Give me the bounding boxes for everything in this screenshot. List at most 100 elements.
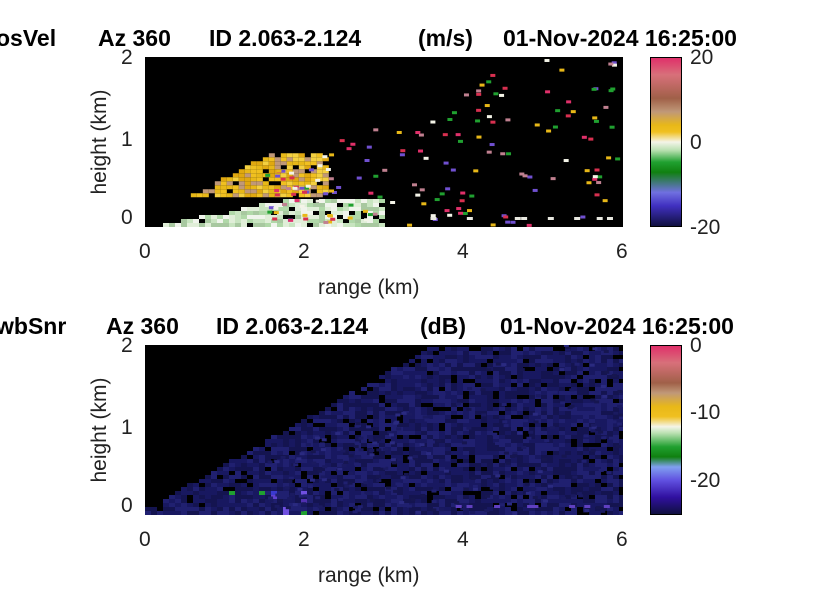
- heatmap-cell: [595, 391, 601, 395]
- heatmap-cell: [433, 415, 439, 419]
- heatmap-cell: [553, 403, 559, 407]
- heatmap-cell: [445, 375, 451, 379]
- heatmap-cell: [547, 399, 553, 403]
- heatmap-cell: [589, 455, 595, 459]
- noise-pixel: [399, 501, 405, 505]
- heatmap-cell: [529, 463, 535, 467]
- heatmap-cell: [421, 371, 427, 375]
- heatmap-cell: [421, 487, 427, 491]
- heatmap-cell: [319, 455, 325, 459]
- heatmap-cell: [619, 415, 623, 419]
- heatmap-cell: [367, 207, 373, 211]
- heatmap-cell: [523, 451, 529, 455]
- heatmap-cell: [571, 455, 577, 459]
- noise-pixel: [323, 192, 329, 196]
- noise-pixel: [397, 458, 403, 462]
- heatmap-cell: [445, 403, 451, 407]
- heatmap-cell: [517, 435, 523, 439]
- heatmap-cell: [244, 181, 251, 186]
- heatmap-cell: [463, 431, 469, 435]
- heatmap-cell: [571, 511, 577, 515]
- heatmap-cell: [355, 495, 361, 499]
- heatmap-cell: [241, 511, 247, 515]
- heatmap-cell: [415, 407, 421, 411]
- heatmap-cell: [469, 407, 475, 411]
- heatmap-cell: [301, 435, 307, 439]
- heatmap-cell: [571, 363, 577, 367]
- heatmap-cell: [385, 435, 391, 439]
- heatmap-cell: [403, 427, 409, 431]
- heatmap-cell: [325, 503, 331, 507]
- heatmap-cell: [295, 447, 301, 451]
- heatmap-cell: [589, 391, 595, 395]
- noise-pixel: [560, 497, 566, 501]
- heatmap-cell: [583, 367, 589, 371]
- heatmap-cell: [565, 475, 571, 479]
- heatmap-cell: [559, 439, 565, 443]
- noise-pixel: [613, 411, 619, 415]
- heatmap-cell: [265, 491, 271, 495]
- heatmap-cell: [439, 367, 445, 371]
- heatmap-cell: [403, 363, 409, 367]
- noise-pixel: [544, 439, 550, 443]
- heatmap-cell: [613, 463, 619, 467]
- heatmap-cell: [475, 435, 481, 439]
- heatmap-cell: [451, 411, 457, 415]
- heatmap-cell: [361, 463, 367, 467]
- heatmap-cell: [463, 475, 469, 479]
- heatmap-cell: [379, 407, 385, 411]
- heatmap-cell: [397, 431, 403, 435]
- heatmap-cell: [475, 427, 481, 431]
- heatmap-cell: [343, 407, 349, 411]
- heatmap-cell: [619, 375, 623, 379]
- heatmap-cell: [505, 443, 511, 447]
- heatmap-cell: [433, 379, 439, 383]
- noise-pixel: [387, 430, 393, 434]
- heatmap-cell: [571, 507, 577, 511]
- heatmap-cell: [397, 399, 403, 403]
- heatmap-cell: [304, 165, 311, 170]
- noise-pixel: [549, 426, 555, 430]
- heatmap-cell: [403, 443, 409, 447]
- heatmap-cell: [565, 427, 571, 431]
- heatmap-cell: [253, 511, 259, 515]
- heatmap-cell: [577, 407, 583, 411]
- noise-pixel: [525, 491, 531, 495]
- heatmap-cell: [319, 487, 325, 491]
- heatmap-cell: [505, 347, 511, 351]
- heatmap-cell: [337, 463, 343, 467]
- heatmap-cell: [433, 459, 439, 463]
- heatmap-cell: [541, 391, 547, 395]
- heatmap-cell: [175, 511, 181, 515]
- noise-pixel: [403, 473, 409, 477]
- heatmap-cell: [409, 359, 415, 363]
- heatmap-cell: [493, 383, 499, 387]
- heatmap-cell: [577, 451, 583, 455]
- heatmap-cell: [319, 507, 325, 511]
- heatmap-cell: [367, 203, 373, 207]
- heatmap-cell: [541, 467, 547, 471]
- noise-pixel: [317, 469, 323, 473]
- heatmap-cell: [343, 435, 349, 439]
- heatmap-cell: [577, 387, 583, 391]
- heatmap-cell: [547, 351, 553, 355]
- heatmap-cell: [391, 375, 397, 379]
- heatmap-cell: [589, 359, 595, 363]
- heatmap-cell: [601, 363, 607, 367]
- heatmap-cell: [577, 351, 583, 355]
- title-id: ID 2.063-2.124: [216, 313, 369, 339]
- heatmap-cell: [601, 475, 607, 479]
- noise-pixel: [376, 448, 382, 452]
- heatmap-cell: [331, 215, 337, 219]
- noise-pixel: [328, 177, 334, 181]
- heatmap-cell: [559, 483, 565, 487]
- heatmap-cell: [379, 431, 385, 435]
- noise-pixel: [366, 145, 372, 149]
- heatmap-cell: [487, 363, 493, 367]
- heatmap-cell: [373, 391, 379, 395]
- heatmap-cell: [361, 411, 367, 415]
- heatmap-cell: [451, 395, 457, 399]
- heatmap-cell: [445, 491, 451, 495]
- heatmap-cell: [319, 435, 325, 439]
- noise-pixel: [412, 455, 418, 459]
